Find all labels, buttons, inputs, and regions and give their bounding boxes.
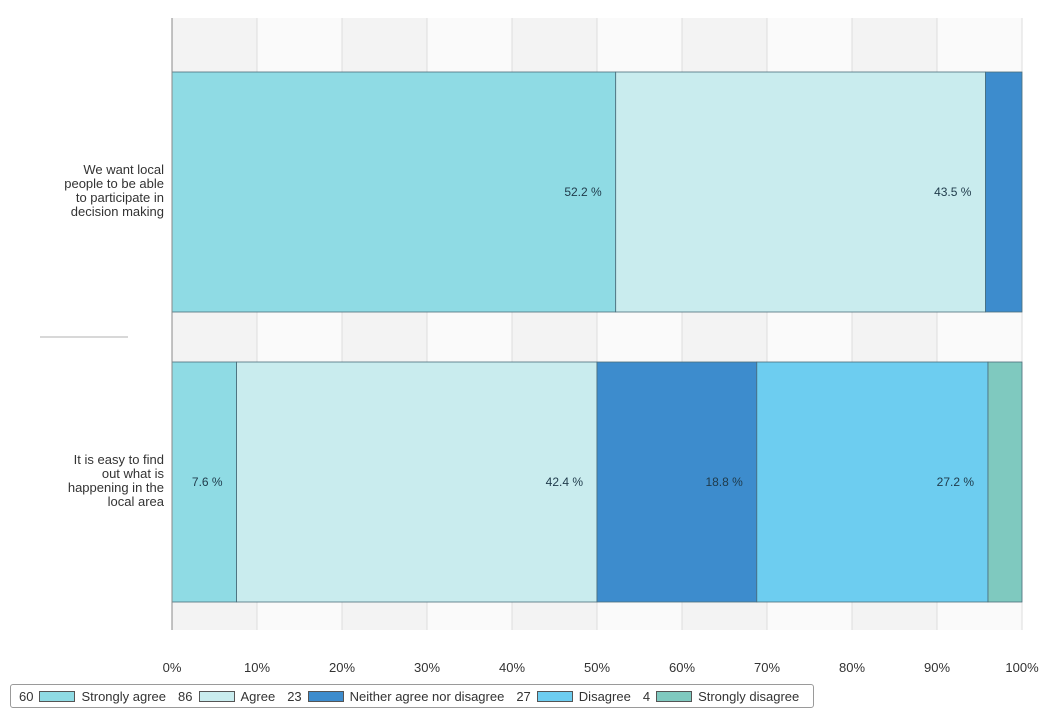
x-tick-label: 50%: [584, 660, 610, 675]
bar-segment: [596, 361, 758, 603]
legend-swatch: [307, 690, 344, 702]
legend-item: 23 Neither agree nor disagree: [287, 689, 504, 704]
category-label-line: decision making: [70, 204, 164, 219]
legend-item: 4 Strongly disagree: [643, 689, 799, 704]
category-label: We want local people to be able to partici…: [14, 163, 164, 219]
category-label: It is easy to find out what is happening i…: [14, 453, 164, 509]
bar-segment: [756, 361, 989, 603]
data-label: 27.2 %: [937, 475, 975, 489]
x-tick-label: 40%: [499, 660, 525, 675]
legend-label: Disagree: [578, 688, 631, 704]
bar-segment: [171, 361, 237, 603]
legend-item: 60 Strongly agree: [19, 689, 166, 704]
legend-item: 86 Agree: [178, 689, 275, 704]
legend-count: 60: [19, 688, 34, 704]
x-tick-label: 0%: [163, 660, 182, 675]
category-label-line: It is easy to find: [73, 452, 164, 467]
data-label: 42.4 %: [546, 475, 584, 489]
legend-count: 86: [178, 688, 193, 704]
legend-swatch: [39, 690, 76, 702]
x-tick-label: 30%: [414, 660, 440, 675]
data-label: 52.2 %: [564, 185, 602, 199]
x-tick-label: 10%: [244, 660, 270, 675]
category-label-line: to participate in: [75, 190, 164, 205]
x-tick-label: 60%: [669, 660, 695, 675]
data-label: 7.6 %: [192, 475, 223, 489]
legend-count: 23: [287, 688, 302, 704]
bar-segment: [615, 71, 986, 313]
x-tick-label: 80%: [839, 660, 865, 675]
data-label: 43.5 %: [934, 185, 972, 199]
x-tick-label: 20%: [329, 660, 355, 675]
legend-count: 27: [516, 688, 531, 704]
category-label-line: people to be able: [64, 176, 164, 191]
category-label-line: local area: [107, 494, 164, 509]
x-tick-label: 70%: [754, 660, 780, 675]
legend-label: Agree: [240, 688, 276, 704]
legend-label: Strongly agree: [81, 688, 167, 704]
bar-segment: [171, 71, 617, 313]
bar-segment: [987, 361, 1023, 603]
legend-count: 4: [642, 688, 651, 704]
category-label-line: happening in the: [67, 480, 164, 495]
bar-segment: [985, 71, 1023, 313]
data-label: 18.8 %: [705, 475, 743, 489]
x-tick-label: 90%: [924, 660, 950, 675]
legend-label: Strongly disagree: [698, 688, 800, 704]
legend-swatch: [536, 690, 573, 702]
category-label-line: out what is: [101, 466, 164, 481]
legend-swatch: [656, 690, 693, 702]
legend-swatch: [198, 690, 235, 702]
category-label-line: We want local: [83, 162, 164, 177]
bar-segment: [236, 361, 598, 603]
legend-item: 27 Disagree: [516, 689, 631, 704]
chart-legend: 60 Strongly agree 86 Agree 23 Neither agree n…: [10, 684, 815, 708]
x-tick-label: 100%: [1005, 660, 1039, 675]
legend-label: Neither agree nor disagree: [349, 688, 505, 704]
